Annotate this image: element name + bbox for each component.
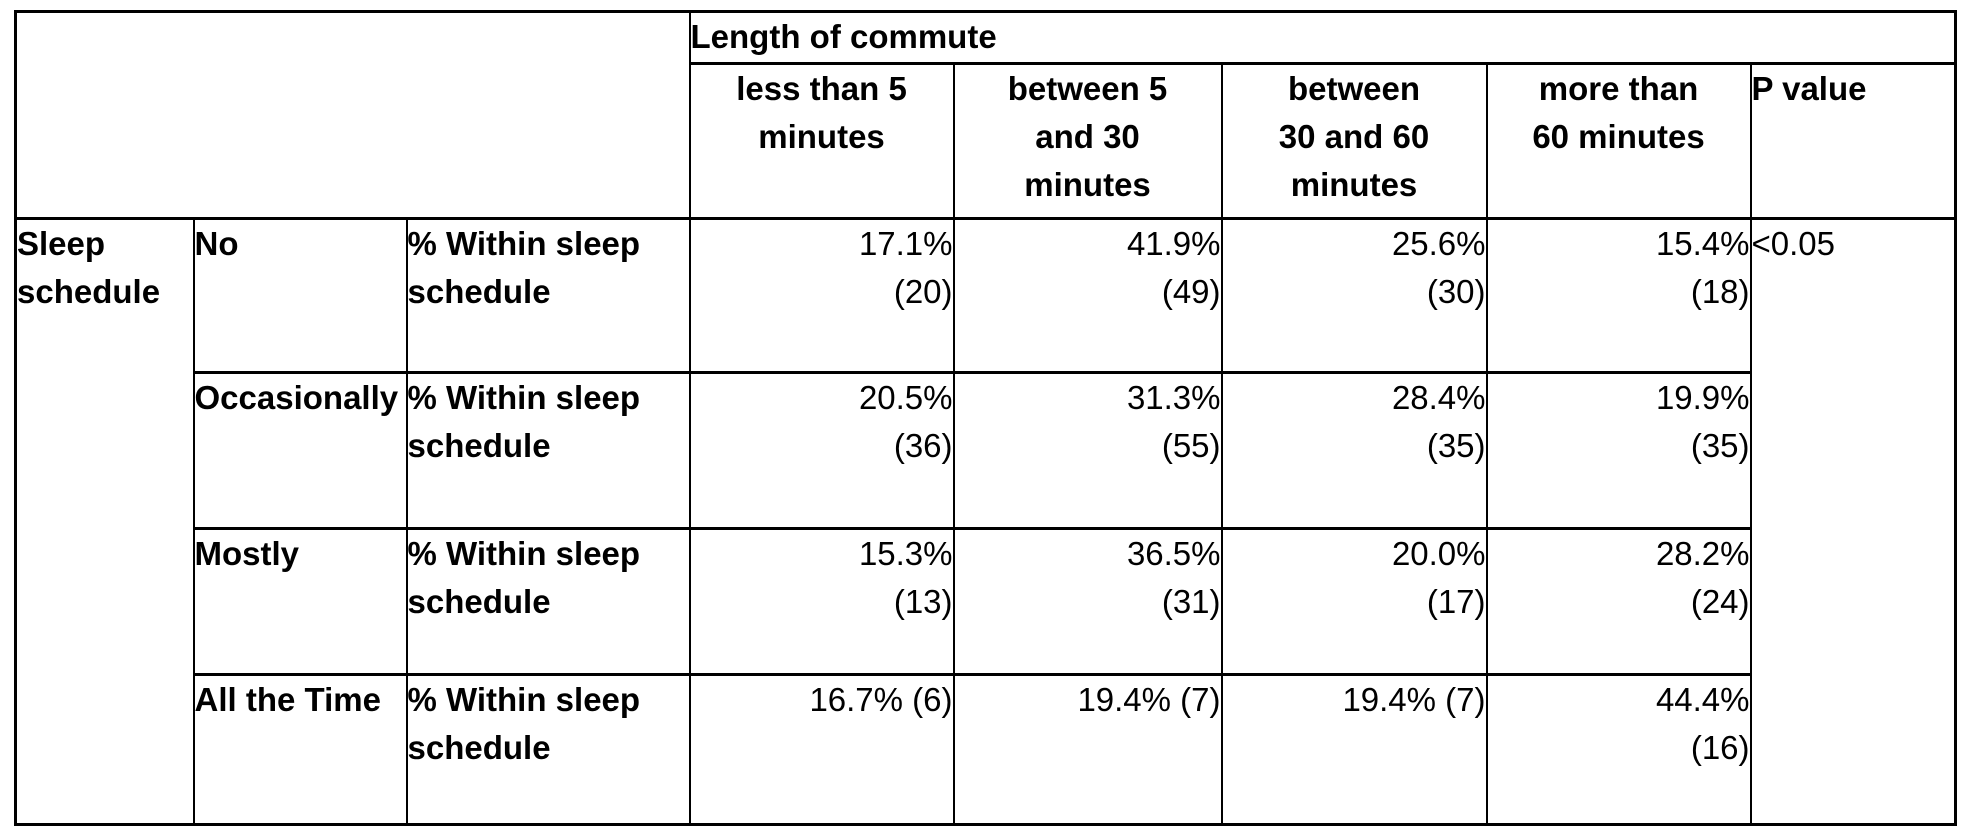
value-cell: 19.4% (7) <box>1220 673 1488 826</box>
value-cell: 19.9% (35) <box>1485 371 1752 530</box>
value-cell: 20.5% (36) <box>688 371 955 530</box>
p-value-header: P value <box>1749 62 1957 220</box>
row-label-occasionally: Occasionally <box>192 371 408 530</box>
value-cell: 25.6% (30) <box>1220 217 1488 374</box>
value-cell: 19.4% (7) <box>952 673 1223 826</box>
value-cell: 41.9% (49) <box>952 217 1223 374</box>
measure-label: % Within sleep schedule <box>405 673 691 826</box>
value-cell: 28.4% (35) <box>1220 371 1488 530</box>
value-cell: 44.4% (16) <box>1485 673 1752 826</box>
row-label-mostly: Mostly <box>192 527 408 676</box>
row-group-label-sleep-schedule: Sleep schedule <box>14 217 195 826</box>
col-header-less-than-5-minutes: less than 5 minutes <box>688 62 955 220</box>
col-header-between-5-and-30-minutes: between 5 and 30 minutes <box>952 62 1223 220</box>
value-cell: 15.3% (13) <box>688 527 955 676</box>
col-header-between-30-and-60-minutes: between 30 and 60 minutes <box>1220 62 1488 220</box>
p-value-cell: <0.05 <box>1749 217 1957 826</box>
value-cell: 20.0% (17) <box>1220 527 1488 676</box>
empty-corner-cell <box>14 10 691 220</box>
measure-label: % Within sleep schedule <box>405 371 691 530</box>
value-cell: 16.7% (6) <box>688 673 955 826</box>
value-cell: 28.2% (24) <box>1485 527 1752 676</box>
row-label-all-the-time: All the Time <box>192 673 408 826</box>
value-cell: 31.3% (55) <box>952 371 1223 530</box>
row-label-no: No <box>192 217 408 374</box>
length-of-commute-group-header: Length of commute <box>688 10 1957 65</box>
value-cell: 36.5% (31) <box>952 527 1223 676</box>
value-cell: 17.1% (20) <box>688 217 955 374</box>
value-cell: 15.4% (18) <box>1485 217 1752 374</box>
measure-label: % Within sleep schedule <box>405 527 691 676</box>
col-header-more-than-60-minutes: more than 60 minutes <box>1485 62 1752 220</box>
measure-label: % Within sleep schedule <box>405 217 691 374</box>
results-table: Length of commute less than 5 minutes be… <box>14 10 1958 826</box>
